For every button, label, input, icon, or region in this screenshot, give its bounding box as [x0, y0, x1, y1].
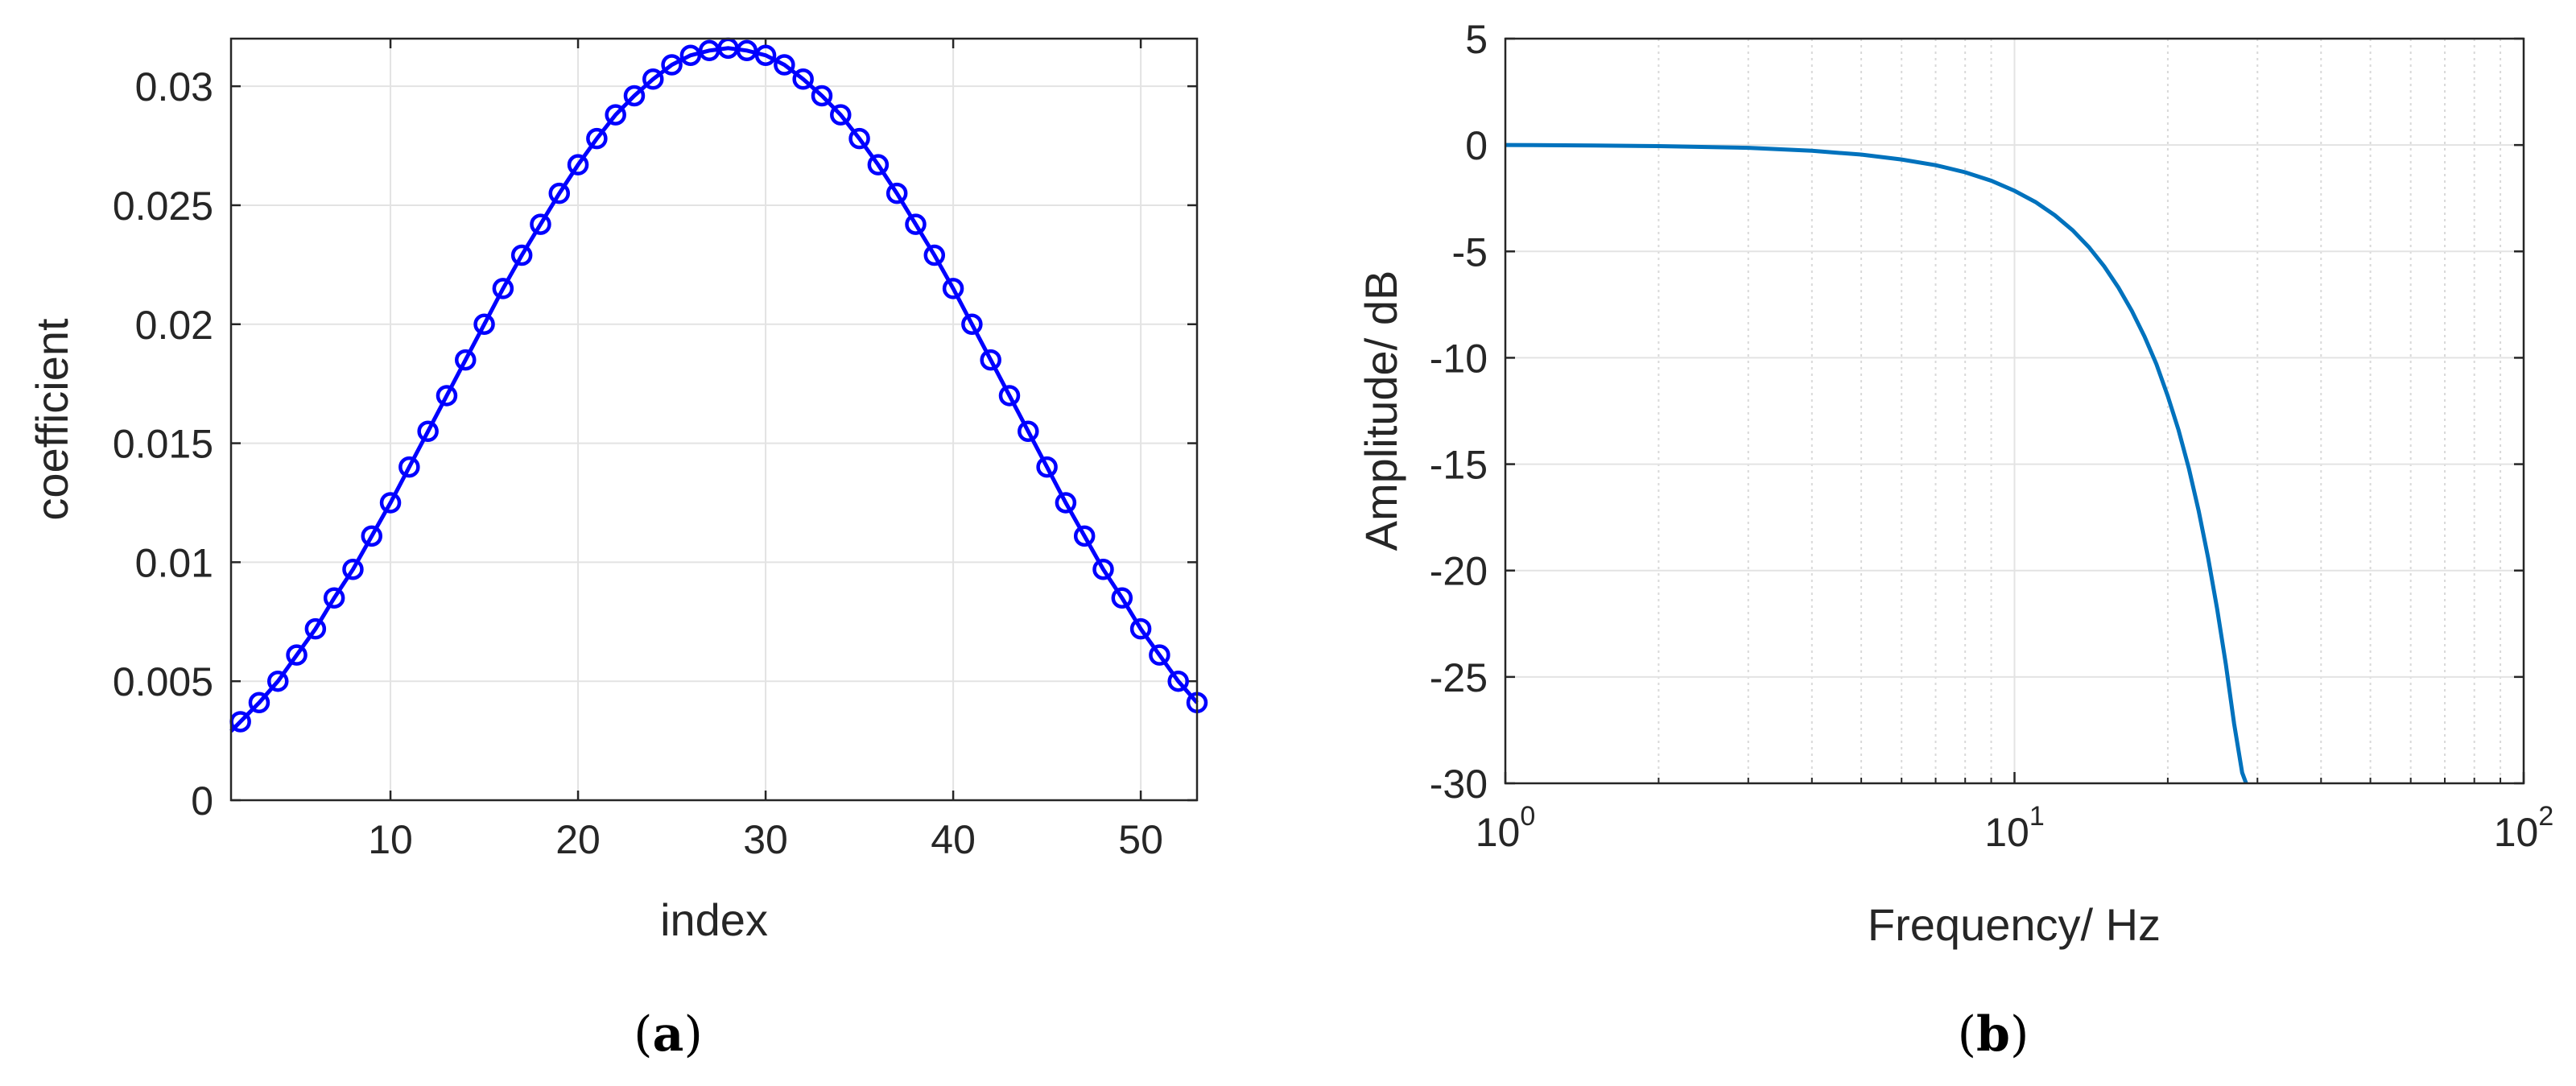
- data-point: [754, 44, 777, 66]
- data-point: [1073, 525, 1096, 547]
- data-point: [473, 313, 495, 335]
- data-point: [1129, 617, 1152, 640]
- x-tick-labels-b: 100 101 102: [1476, 801, 2554, 855]
- y-tick-label: 0.03: [135, 64, 213, 109]
- data-point: [342, 558, 364, 580]
- data-point: [510, 244, 533, 266]
- data-point: [886, 182, 908, 204]
- data-point: [792, 68, 814, 90]
- amplitude-response-line: [1505, 142, 2248, 784]
- y-tick-label: -5: [1452, 229, 1488, 275]
- plot-frame-b: [1504, 37, 2525, 785]
- y-tick-label: 0.005: [113, 659, 213, 704]
- y-tick-labels-a: 0 0.005 0.01 0.015 0.02 0.025 0.03: [113, 64, 213, 824]
- x-tick-label: 101: [1984, 801, 2045, 855]
- y-tick-labels-b: -30 -25 -20 -15 -10 -5 0 5: [1430, 17, 1488, 807]
- coefficient-line: [229, 46, 1199, 733]
- chart-panel-b: 100 101 102 -30 -25 -20 -15 -10 -5 0 5 Frequency/…: [1356, 17, 2553, 1063]
- grid-a: [231, 39, 1197, 802]
- x-tick-label: 10: [368, 817, 413, 862]
- plot-frame-a: [229, 37, 1199, 802]
- x-tick-label: 102: [2494, 801, 2554, 855]
- data-point: [492, 278, 514, 299]
- series-markers-a: [229, 37, 1208, 733]
- data-point: [267, 670, 289, 692]
- x-tick-label: 40: [931, 817, 976, 862]
- panel-letter-a: a: [653, 1006, 684, 1063]
- data-point: [848, 127, 870, 150]
- data-point: [361, 525, 383, 547]
- x-tick-labels-a: 10 20 30 40 50: [368, 817, 1163, 862]
- data-point: [942, 278, 964, 299]
- panel-label-a: (a): [634, 1006, 703, 1063]
- y-tick-label: 0.025: [113, 184, 213, 229]
- data-point: [436, 385, 458, 407]
- y-axis-label-a: coefficient: [27, 318, 77, 521]
- data-point: [1167, 670, 1189, 692]
- data-point: [304, 617, 327, 640]
- data-point: [567, 154, 589, 175]
- x-tick-label: 100: [1476, 801, 1536, 855]
- data-point: [961, 313, 983, 335]
- y-tick-label: -15: [1430, 443, 1488, 488]
- panel-letter-b: b: [1976, 1006, 2010, 1063]
- y-tick-label: -30: [1430, 762, 1488, 807]
- data-point: [530, 213, 551, 235]
- data-point: [623, 85, 646, 107]
- data-point: [323, 587, 345, 609]
- data-point: [980, 349, 1001, 371]
- data-point: [379, 492, 402, 514]
- data-point: [774, 54, 795, 76]
- data-point: [867, 154, 890, 175]
- data-point: [548, 182, 571, 204]
- data-point: [1055, 492, 1077, 514]
- x-axis-label-b: Frequency/ Hz: [1868, 899, 2161, 950]
- y-tick-label: 0.02: [135, 303, 213, 348]
- y-tick-label: -10: [1430, 336, 1488, 381]
- data-point: [398, 456, 420, 478]
- data-point: [923, 244, 946, 266]
- chart-panel-a: 10 20 30 40 50 00.0050.010.0150.020.0250.03 …: [27, 37, 1208, 1063]
- x-axis-label-a: index: [660, 894, 768, 945]
- data-point: [679, 44, 702, 66]
- y-tick-label: 0.015: [113, 422, 213, 467]
- data-point: [1092, 558, 1114, 580]
- data-point: [1036, 456, 1058, 478]
- x-tick-label: 20: [555, 817, 601, 862]
- y-tick-label: 0: [1465, 123, 1488, 168]
- series-line-b: [1505, 142, 2248, 784]
- data-point: [455, 349, 477, 371]
- y-axis-label-b: Amplitude/ dB: [1356, 270, 1406, 551]
- y-tick-label: 5: [1465, 17, 1488, 62]
- x-tick-label: 30: [743, 817, 788, 862]
- data-point: [286, 644, 308, 666]
- data-point: [998, 385, 1021, 407]
- data-point: [811, 85, 833, 107]
- panel-label-b: (b): [1958, 1006, 2029, 1063]
- plot-area-a: [231, 39, 1197, 800]
- data-point: [905, 213, 927, 235]
- x-tick-label: 50: [1118, 817, 1163, 862]
- y-tick-label: 0.01: [135, 540, 213, 585]
- y-tick-label: 0: [191, 778, 213, 824]
- data-point: [417, 420, 439, 443]
- data-point: [642, 68, 664, 90]
- data-point: [1111, 587, 1133, 609]
- data-point: [605, 104, 626, 126]
- data-point: [248, 692, 270, 714]
- y-tick-label: -20: [1430, 549, 1488, 594]
- data-point: [1018, 420, 1039, 443]
- data-point: [586, 127, 608, 150]
- y-tick-label: -25: [1430, 655, 1488, 700]
- data-point: [661, 54, 683, 76]
- series-line-a: [229, 46, 1199, 733]
- data-point: [1149, 644, 1170, 666]
- data-point: [736, 39, 758, 62]
- data-point: [830, 104, 852, 126]
